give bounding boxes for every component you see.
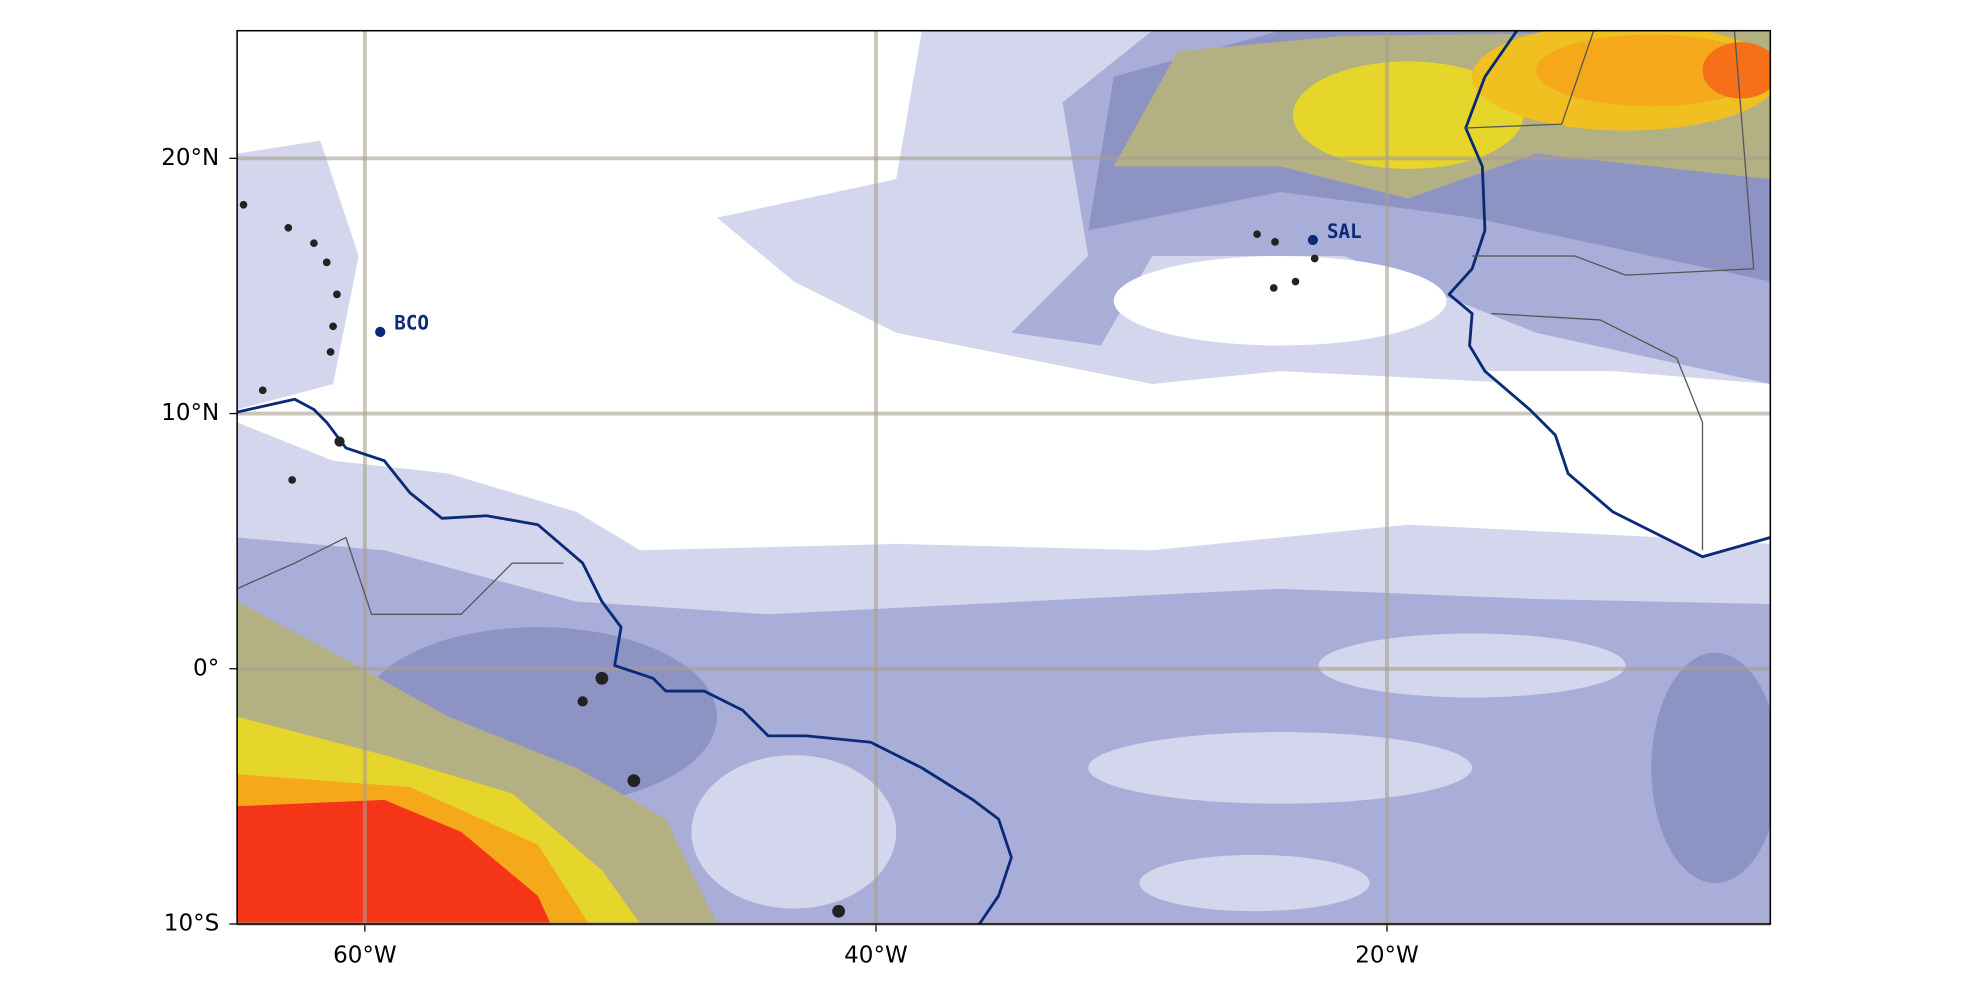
map-frame xyxy=(236,29,1772,925)
y-tick-label: 10°N xyxy=(161,400,219,426)
border xyxy=(1491,312,1704,551)
graticule: 60°W 40°W 20°W 10°S 0° 10°N 20°N xyxy=(161,30,1771,969)
border xyxy=(236,536,564,615)
south-america-coast xyxy=(236,397,1013,925)
border xyxy=(1472,30,1755,276)
coastlines xyxy=(236,29,1771,925)
islands xyxy=(239,200,1319,918)
station-marker xyxy=(375,326,386,338)
africa-coast xyxy=(1447,29,1771,559)
y-tick-label: 0° xyxy=(193,655,219,681)
border xyxy=(1465,30,1595,129)
station-marker xyxy=(1307,234,1319,246)
y-tick-label: 20°N xyxy=(161,145,219,171)
station-label: BCO xyxy=(394,312,429,335)
y-tick-label: 10°S xyxy=(164,911,219,937)
stations: BCO SAL xyxy=(375,220,1362,338)
x-tick-label: 20°W xyxy=(1355,943,1419,969)
station-label: SAL xyxy=(1327,220,1362,243)
x-tick-label: 40°W xyxy=(844,943,908,969)
x-tick-label: 60°W xyxy=(333,943,397,969)
